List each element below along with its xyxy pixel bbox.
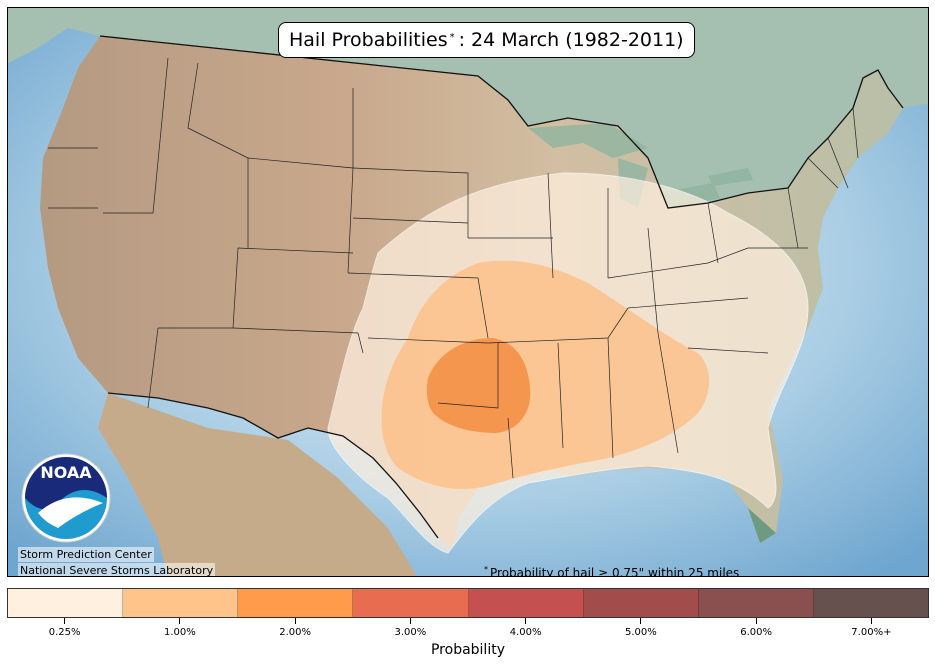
- colorbar-label: 1.00%: [163, 627, 196, 638]
- colorbar-label: 6.00%: [740, 627, 773, 638]
- colorbar-segment: [813, 589, 928, 617]
- map-title: Hail Probabilities *: 24 March (1982-2011…: [278, 22, 695, 58]
- colorbar-segment: [238, 589, 354, 617]
- credit-spc: Storm Prediction Center: [18, 547, 154, 562]
- title-prefix: Hail Probabilities: [289, 29, 448, 51]
- title-marker: *: [449, 31, 455, 43]
- florida-tip: [748, 508, 776, 543]
- state-borders: [48, 35, 859, 479]
- title-suffix: : 24 March (1982-2011): [458, 29, 684, 51]
- colorbar-segment: [468, 589, 584, 617]
- colorbar-title: Probability: [430, 642, 505, 658]
- colorbar-label: 3.00%: [394, 627, 427, 638]
- colorbar-tick: [294, 618, 296, 624]
- footnote: * Probability of hail ≥ 0.75" within 25 m…: [484, 565, 740, 577]
- colorbar-tick: [870, 618, 872, 624]
- colorbar-label: 2.00%: [279, 627, 312, 638]
- colorbar-label: 5.00%: [624, 627, 657, 638]
- colorbar-segment: [698, 589, 814, 617]
- colorbar-label: 7.00%+: [851, 627, 892, 638]
- colorbar-tick: [64, 618, 66, 624]
- contour-1-percent: [381, 260, 710, 489]
- colorbar-tick: [525, 618, 527, 624]
- colorbar-label: 4.00%: [509, 627, 542, 638]
- colorbar-tick: [179, 618, 181, 624]
- country-borders: [99, 35, 904, 539]
- canada-landmass: [8, 8, 928, 208]
- footnote-text: Probability of hail ≥ 0.75" within 25 mi…: [490, 566, 740, 577]
- noaa-logo-text: NOAA: [40, 463, 92, 482]
- map-panel: NOAA Hail Probabilities *: 24 March (1982…: [7, 7, 929, 577]
- colorbar-tick: [409, 618, 411, 624]
- colorbar-segment: [8, 589, 124, 617]
- credit-nssl: National Severe Storms Laboratory: [18, 563, 216, 577]
- mexico-landmass: [98, 393, 417, 576]
- colorbar-tick: [755, 618, 757, 624]
- colorbar: [7, 588, 929, 618]
- contour-2-percent: [426, 338, 531, 433]
- colorbar-segment: [353, 589, 469, 617]
- hail-probability-map: NOAA: [8, 8, 928, 576]
- footnote-marker: *: [484, 565, 488, 574]
- colorbar-segment: [583, 589, 699, 617]
- great-lakes: [528, 123, 753, 208]
- colorbar-tick: [640, 618, 642, 624]
- colorbar-segment: [123, 589, 239, 617]
- noaa-logo: NOAA: [21, 453, 111, 543]
- colorbar-label: 0.25%: [48, 627, 81, 638]
